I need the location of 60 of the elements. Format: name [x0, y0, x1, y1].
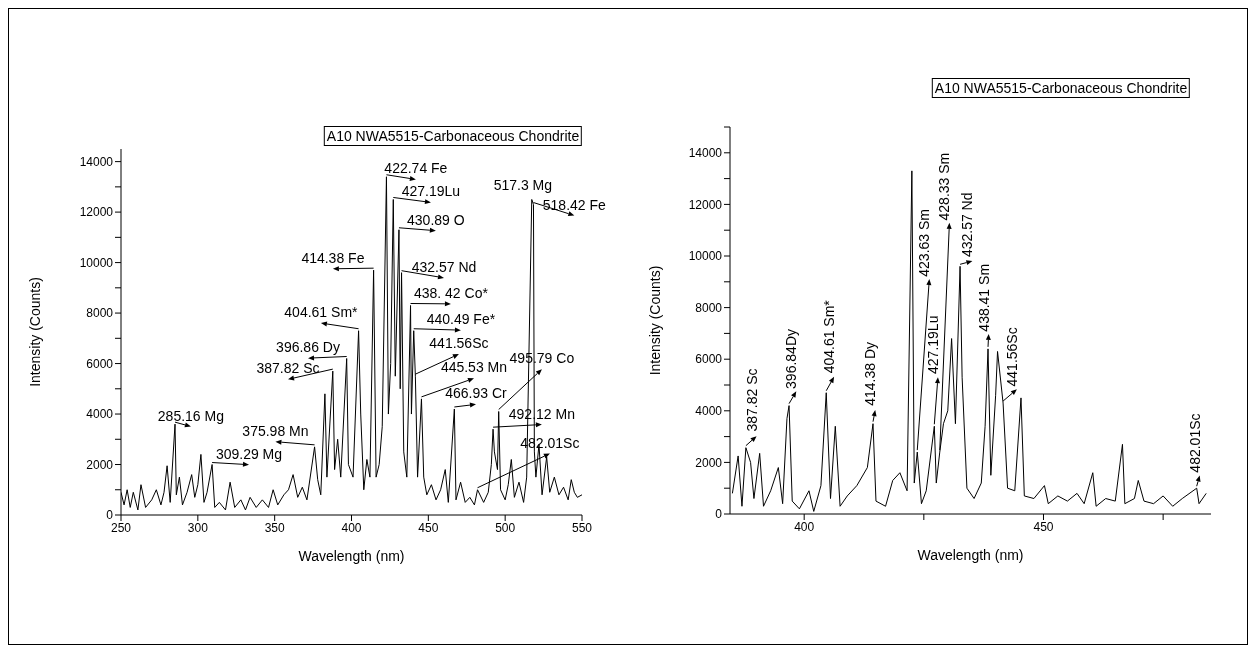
chart-title: A10 NWA5515-Carbonaceous Chondrite	[323, 126, 583, 146]
annotation: 414.38 Dy	[862, 341, 879, 406]
x-axis-title: Wavelength (nm)	[298, 548, 405, 564]
annotation: 309.29 Mg	[215, 445, 283, 462]
annotation: 432.57 Nd	[959, 192, 976, 258]
x-tick-label: 400	[341, 520, 362, 535]
annotation: 396.86 Dy	[276, 339, 340, 356]
y-axis-title: Intensity (Counts)	[26, 277, 43, 387]
y-tick-label: 6000	[695, 352, 723, 367]
annotation: 404.61 Sm*	[821, 299, 838, 374]
x-axis-title: Wavelength (nm)	[917, 547, 1024, 563]
y-tick-label: 10000	[79, 255, 114, 270]
y-tick-label: 10000	[688, 249, 723, 264]
y-tick-label: 14000	[688, 146, 723, 161]
y-tick-label: 4000	[86, 407, 114, 422]
annotation: 422.74 Fe	[384, 160, 448, 177]
annotation: 482.01Sc	[1186, 413, 1203, 473]
annotation: 441.56Sc	[1003, 327, 1020, 387]
y-tick-label: 12000	[79, 205, 114, 220]
annotation: 430.89 O	[407, 211, 465, 228]
y-tick-label: 8000	[695, 300, 723, 315]
x-tick-label: 300	[187, 520, 209, 535]
annotation: 404.61 Sm*	[284, 304, 359, 321]
annotation: 441.56Sc	[429, 335, 489, 352]
y-tick-label: 14000	[79, 154, 114, 169]
y-axis-title: Intensity (Counts)	[646, 265, 663, 376]
annotation: 396.84Dy	[783, 328, 800, 389]
x-tick-label: 450	[418, 520, 439, 535]
annotation: 423.63 Sm	[916, 208, 933, 277]
annotation: 517.3 Mg	[493, 176, 553, 193]
annotation: 427.19Lu	[401, 183, 461, 200]
annotation: 466.93 Cr	[445, 385, 508, 402]
annotation: 438. 42 Co*	[413, 284, 489, 301]
y-tick-label: 12000	[688, 197, 723, 212]
y-tick-label: 2000	[695, 455, 723, 470]
annotation: 387.82 Sc	[256, 360, 320, 377]
x-tick-label: 400	[794, 519, 815, 534]
annotation: 285.16 Mg	[157, 407, 224, 424]
y-tick-label: 0	[106, 508, 114, 523]
x-tick-label: 250	[110, 520, 132, 535]
y-tick-label: 8000	[86, 306, 114, 321]
annotation: 375.98 Mn	[242, 422, 309, 439]
annotation: 387.82 Sc	[743, 368, 760, 432]
annotation: 438.41 Sm	[975, 263, 992, 332]
x-tick-label: 350	[264, 520, 285, 535]
x-tick-label: 450	[1033, 519, 1054, 534]
annotation: 428.33 Sm	[936, 152, 953, 221]
y-tick-label: 2000	[86, 457, 114, 472]
annotation: 432.57 Nd	[411, 258, 477, 275]
x-tick-label: 550	[571, 520, 593, 535]
annotation: 414.38 Fe	[301, 249, 365, 266]
chart-title: A10 NWA5515-Carbonaceous Chondrite	[931, 78, 1191, 98]
annotation: 427.19Lu	[924, 315, 941, 374]
y-tick-label: 0	[715, 507, 723, 522]
annotation: 445.53 Mn	[440, 359, 508, 376]
y-tick-label: 6000	[86, 356, 114, 371]
x-tick-label: 500	[495, 520, 516, 535]
y-tick-label: 4000	[695, 404, 723, 419]
annotation: 440.49 Fe*	[426, 311, 496, 328]
annotation: 518.42 Fe	[542, 196, 607, 213]
